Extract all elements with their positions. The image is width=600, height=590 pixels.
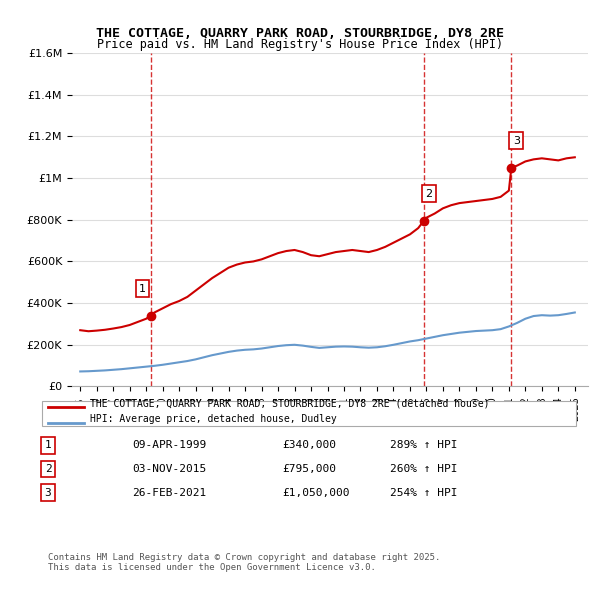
Text: 03-NOV-2015: 03-NOV-2015 xyxy=(132,464,206,474)
Text: THE COTTAGE, QUARRY PARK ROAD, STOURBRIDGE, DY8 2RE (detached house): THE COTTAGE, QUARRY PARK ROAD, STOURBRID… xyxy=(90,398,490,408)
Text: Contains HM Land Registry data © Crown copyright and database right 2025.
This d: Contains HM Land Registry data © Crown c… xyxy=(48,553,440,572)
Text: 09-APR-1999: 09-APR-1999 xyxy=(132,441,206,450)
Text: THE COTTAGE, QUARRY PARK ROAD, STOURBRIDGE, DY8 2RE (detached house): THE COTTAGE, QUARRY PARK ROAD, STOURBRID… xyxy=(90,398,490,408)
Text: 254% ↑ HPI: 254% ↑ HPI xyxy=(390,488,458,497)
Text: 2: 2 xyxy=(44,464,52,474)
Text: THE COTTAGE, QUARRY PARK ROAD, STOURBRIDGE, DY8 2RE: THE COTTAGE, QUARRY PARK ROAD, STOURBRID… xyxy=(96,27,504,40)
Text: 2: 2 xyxy=(425,189,433,199)
Text: 3: 3 xyxy=(44,488,52,497)
Text: HPI: Average price, detached house, Dudley: HPI: Average price, detached house, Dudl… xyxy=(90,414,337,424)
Text: 289% ↑ HPI: 289% ↑ HPI xyxy=(390,441,458,450)
Text: £1,050,000: £1,050,000 xyxy=(282,488,349,497)
Text: 1: 1 xyxy=(139,284,146,294)
Text: £340,000: £340,000 xyxy=(282,441,336,450)
Text: 260% ↑ HPI: 260% ↑ HPI xyxy=(390,464,458,474)
Text: 26-FEB-2021: 26-FEB-2021 xyxy=(132,488,206,497)
Text: Price paid vs. HM Land Registry's House Price Index (HPI): Price paid vs. HM Land Registry's House … xyxy=(97,38,503,51)
Text: 1: 1 xyxy=(44,441,52,450)
Text: HPI: Average price, detached house, Dudley: HPI: Average price, detached house, Dudl… xyxy=(90,414,337,424)
Text: £795,000: £795,000 xyxy=(282,464,336,474)
Text: 3: 3 xyxy=(513,136,520,146)
